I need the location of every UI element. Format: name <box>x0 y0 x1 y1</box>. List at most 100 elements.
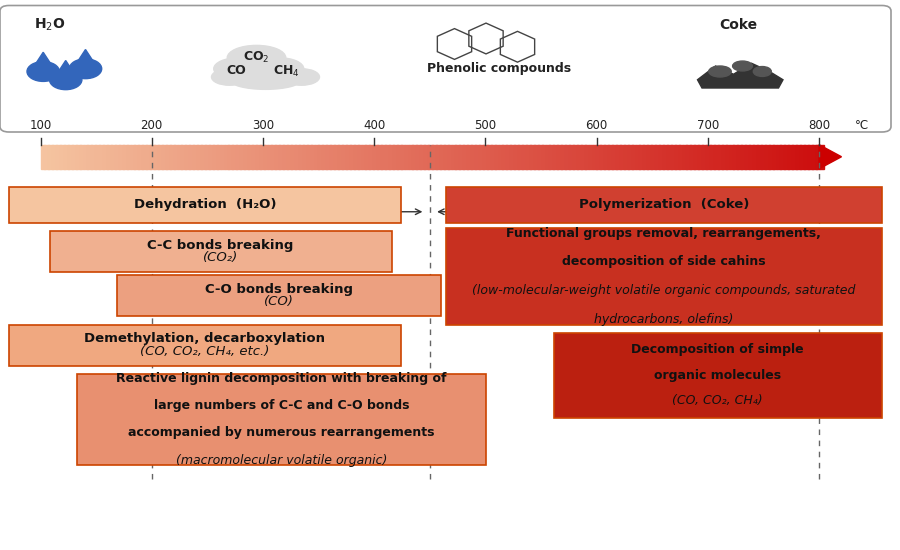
Bar <box>667 145 671 169</box>
Bar <box>769 145 773 169</box>
Bar <box>60 145 65 169</box>
Bar <box>412 145 418 169</box>
Ellipse shape <box>230 70 302 89</box>
Bar <box>127 145 131 169</box>
Bar <box>452 145 456 169</box>
Bar <box>166 145 171 169</box>
Bar <box>197 145 202 169</box>
Bar <box>447 145 453 169</box>
Circle shape <box>69 59 102 79</box>
Bar <box>557 145 562 169</box>
Bar <box>730 145 734 169</box>
Text: CO$_2$: CO$_2$ <box>243 50 270 65</box>
Bar <box>706 145 711 169</box>
Bar <box>635 145 641 169</box>
Text: Water removal: Water removal <box>50 194 142 207</box>
Text: Polymerization  (Coke): Polymerization (Coke) <box>579 199 749 211</box>
FancyBboxPatch shape <box>0 6 891 132</box>
Bar <box>400 145 406 169</box>
Bar <box>495 145 500 169</box>
Bar <box>397 145 401 169</box>
Bar <box>569 145 574 169</box>
FancyBboxPatch shape <box>9 324 400 366</box>
Bar <box>346 145 351 169</box>
Bar <box>362 145 366 169</box>
Ellipse shape <box>214 58 263 80</box>
Bar <box>573 145 578 169</box>
Text: decomposition of side cahins: decomposition of side cahins <box>562 255 766 268</box>
Bar <box>185 145 190 169</box>
Bar <box>291 145 296 169</box>
Text: 500: 500 <box>474 119 497 132</box>
Text: Passive pyrolysis: Passive pyrolysis <box>572 194 677 207</box>
Bar <box>491 145 496 169</box>
Text: 300: 300 <box>252 119 274 132</box>
Bar <box>694 145 699 169</box>
Bar <box>146 145 151 169</box>
Ellipse shape <box>733 61 752 71</box>
Bar <box>812 145 816 169</box>
Bar <box>56 145 61 169</box>
Bar <box>592 145 598 169</box>
Bar <box>542 145 546 169</box>
Text: Demethylation, decarboxylation: Demethylation, decarboxylation <box>85 332 325 345</box>
Bar <box>189 145 194 169</box>
Bar <box>800 145 805 169</box>
Bar <box>52 145 57 169</box>
Bar <box>134 145 140 169</box>
Bar <box>354 145 358 169</box>
Bar <box>554 145 558 169</box>
Bar <box>49 145 53 169</box>
Bar <box>772 145 778 169</box>
Bar <box>201 145 206 169</box>
Bar <box>628 145 633 169</box>
Bar <box>820 145 824 169</box>
Bar <box>104 145 108 169</box>
Bar <box>115 145 120 169</box>
Bar <box>92 145 96 169</box>
Bar <box>514 145 519 169</box>
Bar <box>319 145 323 169</box>
Bar <box>675 145 680 169</box>
Bar <box>612 145 616 169</box>
Bar <box>510 145 515 169</box>
Bar <box>444 145 448 169</box>
Bar <box>455 145 460 169</box>
Bar <box>585 145 590 169</box>
Bar <box>710 145 715 169</box>
Text: Functional groups removal, rearrangements,: Functional groups removal, rearrangement… <box>507 227 821 240</box>
Text: Reactive lignin decomposition with breaking of: Reactive lignin decomposition with break… <box>116 372 446 385</box>
Bar <box>385 145 390 169</box>
Bar <box>409 145 413 169</box>
Bar <box>483 145 488 169</box>
Bar <box>220 145 225 169</box>
Bar <box>760 145 766 169</box>
Ellipse shape <box>254 58 304 80</box>
Bar <box>139 145 143 169</box>
Bar <box>687 145 691 169</box>
Bar <box>440 145 445 169</box>
Bar <box>530 145 535 169</box>
FancyBboxPatch shape <box>9 187 400 223</box>
Bar <box>663 145 668 169</box>
Bar <box>780 145 785 169</box>
Bar <box>534 145 538 169</box>
Text: Coke: Coke <box>719 18 757 32</box>
Circle shape <box>50 70 82 90</box>
Text: Decomposition of simple: Decomposition of simple <box>632 343 804 356</box>
Bar <box>545 145 551 169</box>
Bar <box>79 145 85 169</box>
Bar <box>174 145 178 169</box>
Bar <box>565 145 570 169</box>
Bar <box>158 145 163 169</box>
Bar <box>130 145 135 169</box>
Text: 700: 700 <box>697 119 719 132</box>
Bar <box>467 145 472 169</box>
Bar <box>107 145 112 169</box>
Bar <box>260 145 265 169</box>
FancyArrow shape <box>819 145 842 169</box>
Bar <box>244 145 249 169</box>
Polygon shape <box>698 63 783 88</box>
Bar <box>150 145 155 169</box>
Ellipse shape <box>709 66 731 77</box>
